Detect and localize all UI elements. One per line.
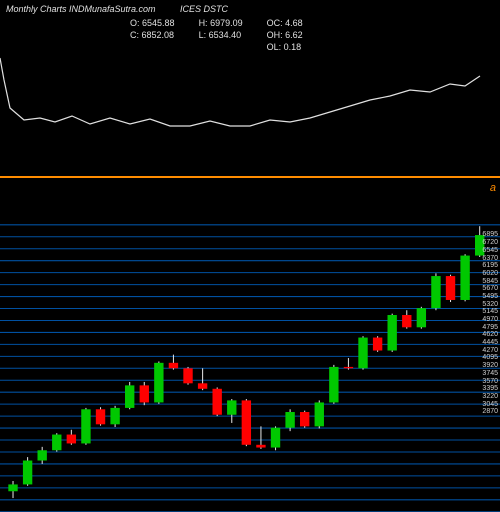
price-label: 3395: [482, 385, 498, 393]
price-label: 6895: [482, 231, 498, 239]
price-label: 3045: [482, 401, 498, 409]
price-label: 4620: [482, 331, 498, 339]
price-label: 5670: [482, 285, 498, 293]
divider-note: a: [490, 182, 496, 194]
price-label: 6195: [482, 262, 498, 270]
price-label: 2870: [482, 408, 498, 416]
line-chart: [0, 0, 500, 178]
price-label: 5145: [482, 308, 498, 316]
price-label: 3745: [482, 370, 498, 378]
price-label: 4445: [482, 339, 498, 347]
top-panel: Monthly Charts INDMunafaSutra.com ICES D…: [0, 0, 500, 178]
price-axis: 6895672065456370619560205845567054955320…: [482, 218, 498, 500]
price-label: 3220: [482, 393, 498, 401]
price-label: 6370: [482, 255, 498, 263]
price-label: 3920: [482, 362, 498, 370]
price-label: 5495: [482, 293, 498, 301]
price-label: 4795: [482, 324, 498, 332]
price-label: 6720: [482, 239, 498, 247]
price-label: 5845: [482, 278, 498, 286]
candlestick-chart: [0, 218, 500, 512]
price-label: 3570: [482, 378, 498, 386]
price-label: 4095: [482, 354, 498, 362]
price-label: 6545: [482, 247, 498, 255]
candle-panel: 6895672065456370619560205845567054955320…: [0, 218, 500, 500]
price-label: 4270: [482, 347, 498, 355]
price-label: 6020: [482, 270, 498, 278]
price-label: 4970: [482, 316, 498, 324]
price-label: 5320: [482, 301, 498, 309]
